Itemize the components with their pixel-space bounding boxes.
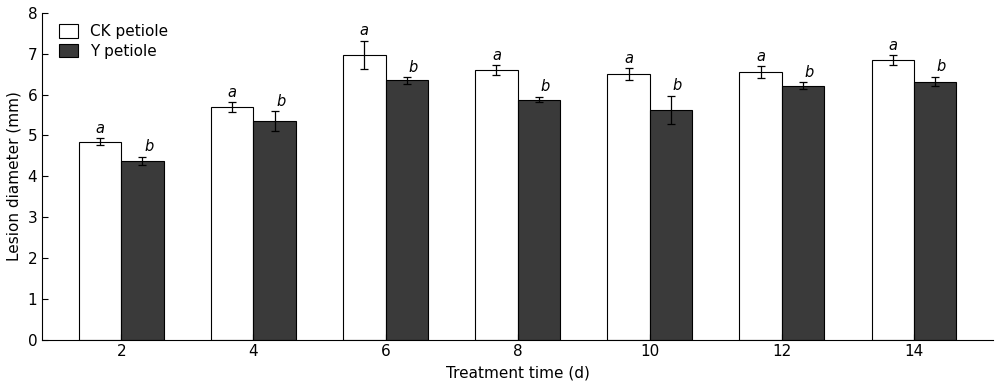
Bar bbox=[211, 107, 253, 340]
Text: b: b bbox=[541, 79, 550, 94]
Text: b: b bbox=[409, 60, 418, 75]
Text: a: a bbox=[228, 84, 237, 99]
Bar bbox=[607, 74, 650, 340]
Bar bbox=[386, 80, 428, 340]
Text: b: b bbox=[805, 65, 814, 80]
Bar bbox=[518, 99, 560, 340]
Bar bbox=[475, 70, 518, 340]
Y-axis label: Lesion diameter (mm): Lesion diameter (mm) bbox=[7, 91, 22, 261]
Bar bbox=[739, 72, 782, 340]
Text: a: a bbox=[624, 51, 633, 66]
Bar bbox=[914, 82, 956, 340]
Legend: CK petiole, Y petiole: CK petiole, Y petiole bbox=[59, 24, 168, 58]
Bar bbox=[782, 86, 824, 340]
Text: a: a bbox=[756, 49, 765, 63]
Text: a: a bbox=[492, 48, 501, 63]
Bar bbox=[343, 55, 386, 340]
Text: b: b bbox=[937, 59, 946, 74]
Bar bbox=[79, 142, 121, 340]
Bar bbox=[253, 121, 296, 340]
X-axis label: Treatment time (d): Treatment time (d) bbox=[446, 365, 590, 380]
Text: a: a bbox=[888, 38, 897, 53]
Text: b: b bbox=[277, 94, 286, 108]
Bar bbox=[872, 60, 914, 340]
Bar bbox=[121, 161, 164, 340]
Text: a: a bbox=[360, 23, 369, 38]
Text: b: b bbox=[144, 139, 154, 154]
Text: a: a bbox=[96, 121, 105, 136]
Bar bbox=[650, 110, 692, 340]
Text: b: b bbox=[673, 79, 682, 93]
